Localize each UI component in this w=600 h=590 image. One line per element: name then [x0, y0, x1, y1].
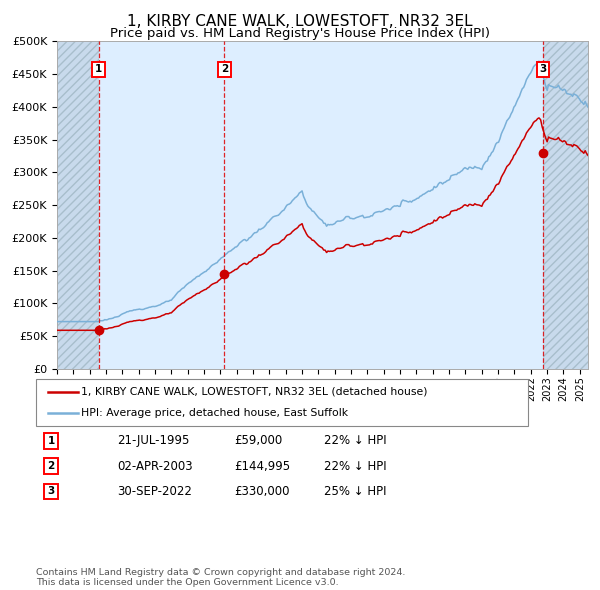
Text: 22% ↓ HPI: 22% ↓ HPI — [324, 460, 386, 473]
Text: 1: 1 — [95, 64, 102, 74]
Text: 22% ↓ HPI: 22% ↓ HPI — [324, 434, 386, 447]
Text: Contains HM Land Registry data © Crown copyright and database right 2024.
This d: Contains HM Land Registry data © Crown c… — [36, 568, 406, 587]
Text: £144,995: £144,995 — [234, 460, 290, 473]
Text: 1: 1 — [47, 436, 55, 445]
Text: 2: 2 — [221, 64, 228, 74]
Text: 1, KIRBY CANE WALK, LOWESTOFT, NR32 3EL: 1, KIRBY CANE WALK, LOWESTOFT, NR32 3EL — [127, 14, 473, 29]
Text: £59,000: £59,000 — [234, 434, 282, 447]
Text: £330,000: £330,000 — [234, 485, 290, 498]
Text: 1, KIRBY CANE WALK, LOWESTOFT, NR32 3EL (detached house): 1, KIRBY CANE WALK, LOWESTOFT, NR32 3EL … — [81, 387, 427, 397]
Bar — [57, 41, 98, 369]
Bar — [98, 41, 543, 369]
Text: 21-JUL-1995: 21-JUL-1995 — [117, 434, 190, 447]
Bar — [543, 41, 588, 369]
Bar — [543, 41, 588, 369]
Text: 3: 3 — [47, 487, 55, 496]
Text: 30-SEP-2022: 30-SEP-2022 — [117, 485, 192, 498]
Text: 3: 3 — [539, 64, 547, 74]
Text: 2: 2 — [47, 461, 55, 471]
Text: 25% ↓ HPI: 25% ↓ HPI — [324, 485, 386, 498]
Bar — [57, 41, 98, 369]
Text: HPI: Average price, detached house, East Suffolk: HPI: Average price, detached house, East… — [81, 408, 348, 418]
Text: Price paid vs. HM Land Registry's House Price Index (HPI): Price paid vs. HM Land Registry's House … — [110, 27, 490, 40]
Text: 02-APR-2003: 02-APR-2003 — [117, 460, 193, 473]
